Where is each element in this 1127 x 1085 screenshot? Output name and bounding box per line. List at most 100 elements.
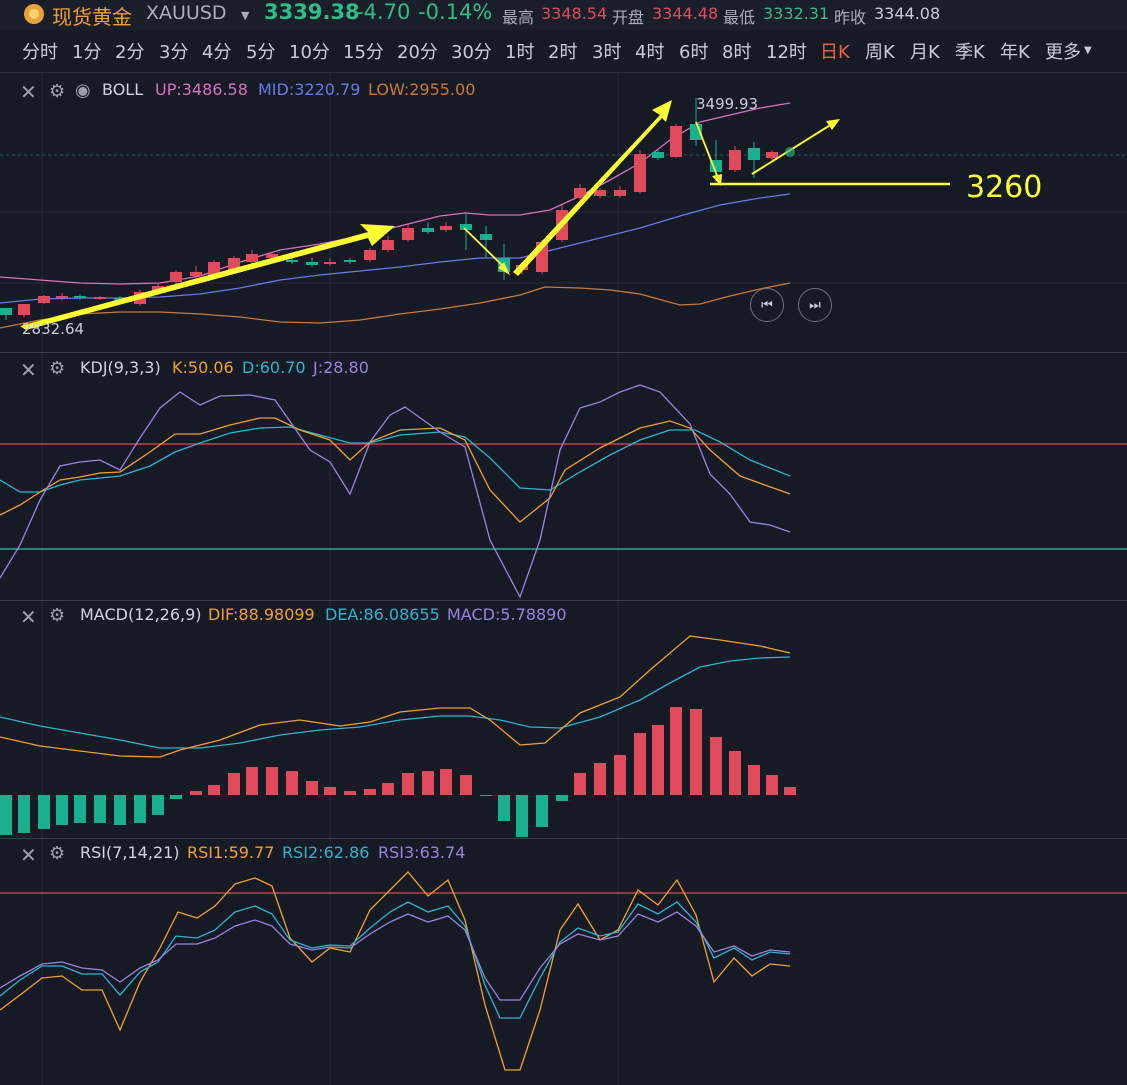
last-price: 3339.38 <box>264 0 360 24</box>
chevron-down-icon[interactable]: ▼ <box>241 9 250 22</box>
tab-period[interactable]: 8时 <box>722 42 752 63</box>
macd-bar <box>382 783 394 795</box>
candle-body <box>652 152 664 158</box>
macd-bar <box>422 771 434 795</box>
gear-icon[interactable]: ⚙ <box>49 358 66 379</box>
macd-bar <box>324 787 336 795</box>
tab-period[interactable]: 2时 <box>548 42 578 63</box>
kdj-j-line <box>0 384 791 599</box>
kdj-j-value: J:28.80 <box>313 358 369 377</box>
high-label: 最高 <box>502 8 535 27</box>
rsi-rsi2-line <box>0 901 791 1019</box>
gear-icon[interactable]: ⚙ <box>49 605 66 626</box>
macd-bar <box>670 707 682 795</box>
tab-period[interactable]: 3分 <box>159 42 189 63</box>
tab-period[interactable]: 6时 <box>679 42 709 63</box>
trend-arrow-1 <box>20 224 395 330</box>
tab-period[interactable]: 10分 <box>289 42 330 63</box>
instrument-symbol[interactable]: XAUUSD <box>146 2 227 24</box>
candle-body <box>440 226 452 230</box>
candle-body <box>266 254 278 258</box>
tab-period[interactable]: 分时 <box>22 42 58 63</box>
macd-bar <box>228 773 240 795</box>
macd-bar <box>56 795 68 825</box>
macd-bar <box>190 791 202 795</box>
kdj-d-value: D:60.70 <box>242 358 306 377</box>
max-price-label: 3499.93 <box>696 95 759 113</box>
tab-period[interactable]: 12时 <box>766 42 807 63</box>
candle-body <box>170 272 182 282</box>
tab-period[interactable]: 季K <box>955 42 985 63</box>
tab-period[interactable]: 2分 <box>115 42 145 63</box>
quote-header: 现货黄金 XAUUSD ▼ 3339.38 -4.70 -0.14% 最高 33… <box>0 0 1127 30</box>
tab-period[interactable]: 1分 <box>72 42 102 63</box>
tab-period[interactable]: 15分 <box>343 42 384 63</box>
boll-low-value: LOW:2955.00 <box>368 80 476 99</box>
macd-bar <box>94 795 106 823</box>
macd-bar <box>18 795 30 833</box>
kdj-d-line <box>0 426 791 493</box>
macd-bar <box>556 795 568 801</box>
chevron-down-icon[interactable]: ▼ <box>1084 45 1092 56</box>
candle-body <box>614 190 626 196</box>
tab-period[interactable]: 年K <box>1000 42 1030 63</box>
rsi-title: RSI(7,14,21) <box>80 843 180 862</box>
pullback-head-1 <box>498 262 510 275</box>
tab-period[interactable]: 30分 <box>451 42 492 63</box>
candle-body <box>766 152 778 158</box>
tab-period[interactable]: 4分 <box>202 42 232 63</box>
close-icon[interactable]: ✕ <box>20 80 37 104</box>
close-icon[interactable]: ✕ <box>20 358 37 382</box>
next-bar-button[interactable]: ⏭ <box>798 288 832 322</box>
candle-body <box>480 234 492 240</box>
macd-bar <box>402 773 414 795</box>
tab-period[interactable]: 3时 <box>592 42 622 63</box>
tab-period-active[interactable]: 日K <box>820 42 850 63</box>
macd-bar <box>286 771 298 795</box>
macd-bar <box>729 751 741 795</box>
tab-more[interactable]: 更多 <box>1045 42 1081 63</box>
candle-body <box>670 126 682 157</box>
tab-period[interactable]: 20分 <box>397 42 438 63</box>
macd-histogram <box>0 707 796 837</box>
period-tabs: 分时 1分 2分 3分 4分 5分 10分 15分 20分 30分 1时 2时 … <box>0 32 1127 68</box>
min-price-label: 2832.64 <box>22 320 85 338</box>
prev-bar-button[interactable]: ⏮ <box>750 288 784 322</box>
gear-icon[interactable]: ⚙ <box>49 81 66 102</box>
target-arrow-head <box>826 119 840 130</box>
candle-body <box>74 296 86 298</box>
macd-bar <box>306 781 318 795</box>
trend-arrow-2 <box>513 100 672 276</box>
macd-bar <box>652 725 664 795</box>
macd-bar <box>574 773 586 795</box>
gear-icon[interactable]: ⚙ <box>49 843 66 864</box>
candle-body <box>246 254 258 262</box>
instrument-name[interactable]: 现货黄金 <box>52 5 132 29</box>
close-icon[interactable]: ✕ <box>20 605 37 629</box>
macd-bar <box>134 795 146 823</box>
low-label: 最低 <box>723 8 756 27</box>
candle-body <box>38 296 50 303</box>
candle-body <box>460 224 472 230</box>
macd-bar <box>266 767 278 795</box>
tab-period[interactable]: 周K <box>865 42 895 63</box>
prev-close-value: 3344.08 <box>874 4 941 23</box>
last-price-dot <box>785 147 795 157</box>
macd-dea-value: DEA:86.08655 <box>325 605 440 624</box>
prev-close-label: 昨收 <box>834 8 867 27</box>
macd-bar <box>364 789 376 795</box>
tab-period[interactable]: 4时 <box>635 42 665 63</box>
boll-mid-line <box>0 193 791 304</box>
close-icon[interactable]: ✕ <box>20 843 37 867</box>
candle-body <box>56 296 68 298</box>
macd-bar <box>766 775 778 795</box>
macd-bar <box>516 795 528 837</box>
pullback-line-2 <box>695 121 719 179</box>
candle-body <box>324 262 336 264</box>
tab-period[interactable]: 1时 <box>505 42 535 63</box>
eye-icon[interactable]: ◉ <box>75 80 91 101</box>
price-change: -4.70 <box>356 0 411 24</box>
tab-period[interactable]: 月K <box>910 42 940 63</box>
tab-period[interactable]: 5分 <box>246 42 276 63</box>
